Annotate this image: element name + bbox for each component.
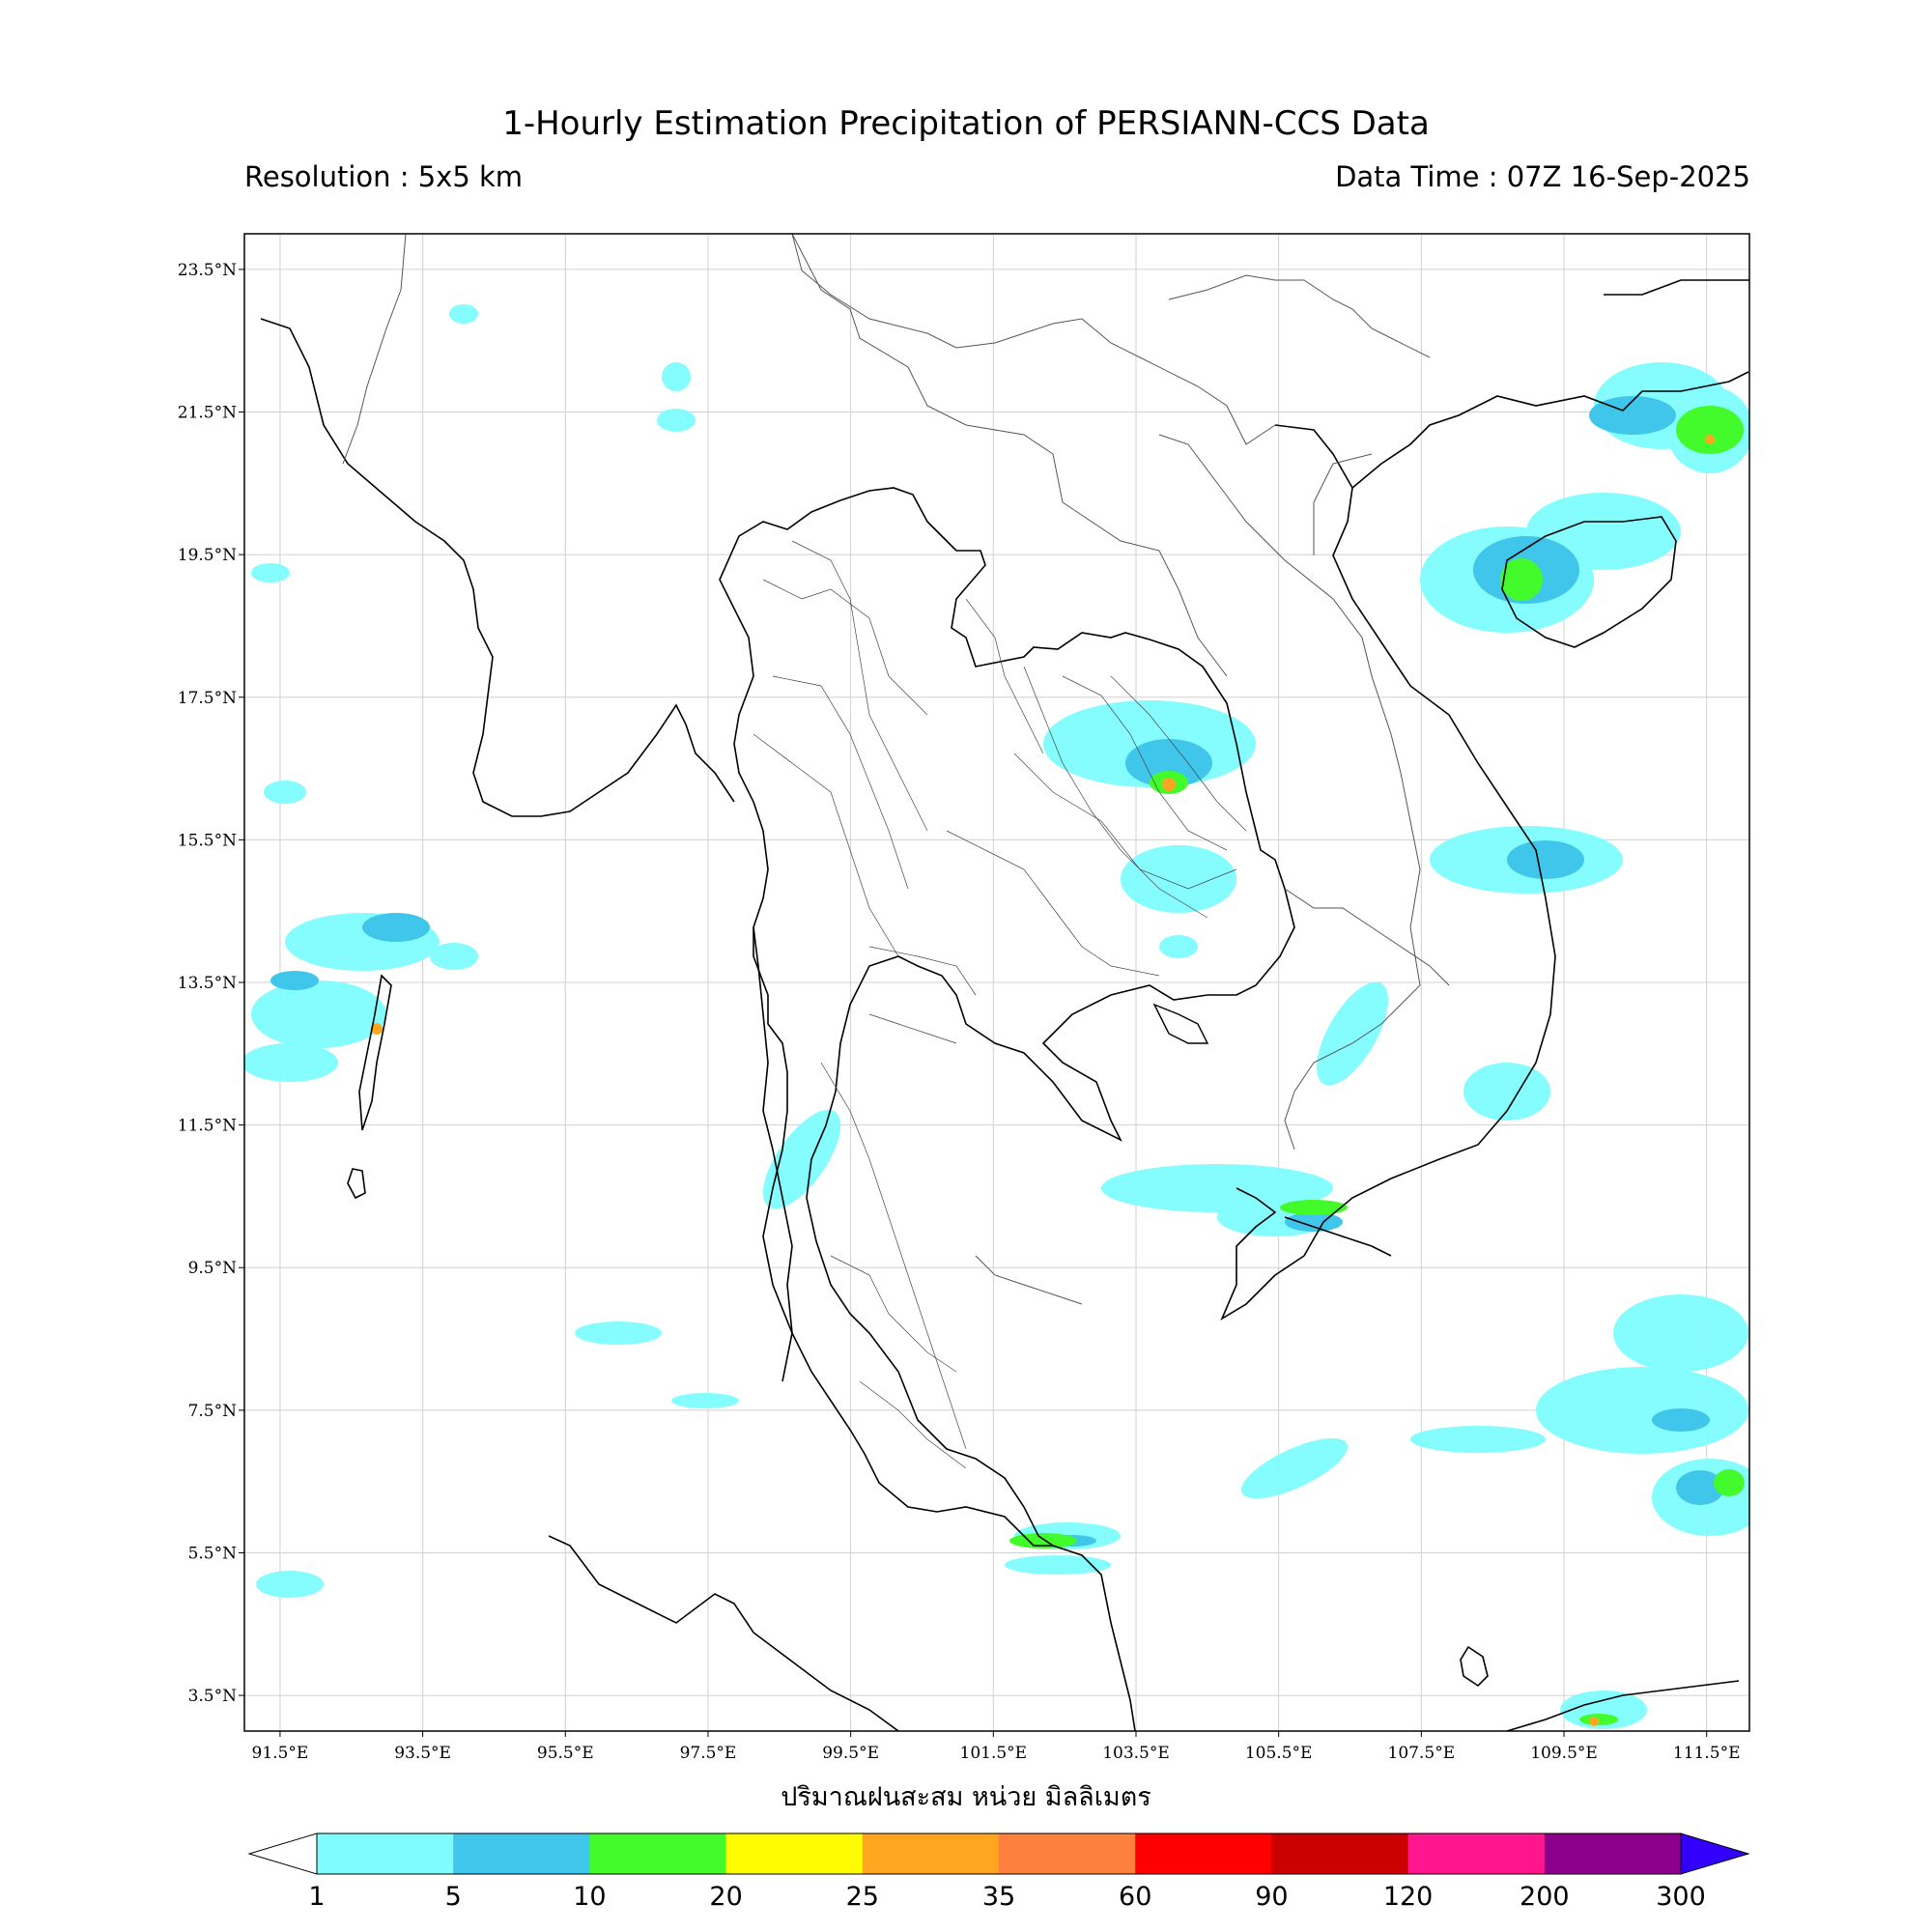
colorbar-bin [317, 1833, 454, 1874]
colorbar-tick-label: 60 [1119, 1882, 1151, 1912]
lon-tick-label: 95.5°E [537, 1744, 594, 1763]
colorbar-bin [1407, 1833, 1546, 1874]
lon-tick-label: 101.5°E [960, 1744, 1028, 1763]
lat-tick-label: 7.5°N [188, 1402, 238, 1421]
colorbar-tick-label: 5 [445, 1882, 462, 1912]
lat-tick-label: 3.5°N [188, 1687, 238, 1706]
lon-tick-label: 99.5°E [822, 1744, 879, 1763]
lat-tick-label: 11.5°N [178, 1117, 237, 1136]
lon-tick-label: 93.5°E [394, 1744, 451, 1763]
colorbar-bin [862, 1833, 1000, 1874]
longitude-labels: 91.5°E 93.5°E 95.5°E 97.5°E 99.5°E 101.5°E 103… [252, 1731, 1741, 1763]
lon-tick-label: 111.5°E [1673, 1744, 1741, 1763]
colorbar-tick-label: 10 [573, 1882, 606, 1912]
lat-tick-label: 13.5°N [178, 974, 237, 993]
colorbar-tick-label: 90 [1255, 1882, 1288, 1912]
colorbar-bin [1544, 1833, 1682, 1874]
lat-tick-label: 15.5°N [178, 831, 237, 850]
lon-tick-label: 103.5°E [1102, 1744, 1170, 1763]
precipitation-layer [244, 304, 1749, 1729]
colorbar-tick-label: 1 [308, 1882, 325, 1912]
colorbar-tick-label: 35 [982, 1882, 1015, 1912]
lon-tick-label: 109.5°E [1530, 1744, 1598, 1763]
colorbar-tick-label: 20 [709, 1882, 742, 1912]
resolution-label: Resolution : 5x5 km [244, 160, 524, 193]
lat-tick-label: 19.5°N [178, 546, 237, 565]
colorbar-tick-label: 25 [846, 1882, 879, 1912]
latitude-labels: 23.5°N 21.5°N 19.5°N 17.5°N 15.5°N 13.5°N 11.5… [178, 261, 244, 1706]
lon-tick-label: 107.5°E [1388, 1744, 1456, 1763]
colorbar-under-triangle [247, 1833, 318, 1875]
coastlines-borders [260, 234, 1749, 1731]
colorbar: 1 5 10 20 25 35 60 90 120 200 300 [247, 1833, 1750, 1912]
x-axis-label: ปริมาณฝนสะสม หน่วย มิลลิเมตร [781, 1782, 1151, 1812]
colorbar-frame [316, 1833, 1682, 1875]
data-time-label: Data Time : 07Z 16-Sep-2025 [1335, 160, 1750, 193]
colorbar-tick-label: 120 [1383, 1882, 1434, 1912]
colorbar-bin [453, 1833, 590, 1874]
lon-tick-label: 97.5°E [680, 1744, 737, 1763]
colorbar-bin [1135, 1833, 1272, 1874]
lat-tick-label: 9.5°N [188, 1259, 238, 1278]
map-title: 1-Hourly Estimation Precipitation of PER… [502, 104, 1430, 143]
colorbar-bin [589, 1833, 727, 1874]
lon-tick-label: 105.5°E [1245, 1744, 1313, 1763]
colorbar-bin [725, 1833, 864, 1874]
colorbar-tick-label: 300 [1656, 1882, 1706, 1912]
colorbar-over-triangle [1680, 1833, 1750, 1875]
lon-tick-label: 91.5°E [252, 1744, 309, 1763]
lat-tick-label: 5.5°N [188, 1544, 238, 1563]
lat-tick-label: 23.5°N [178, 261, 237, 280]
colorbar-bin [1271, 1833, 1409, 1874]
graticule-grid [244, 234, 1749, 1731]
colorbar-tick-label: 200 [1520, 1882, 1570, 1912]
colorbar-bin [999, 1833, 1136, 1874]
lat-tick-label: 17.5°N [178, 689, 237, 708]
lat-tick-label: 21.5°N [178, 404, 237, 423]
